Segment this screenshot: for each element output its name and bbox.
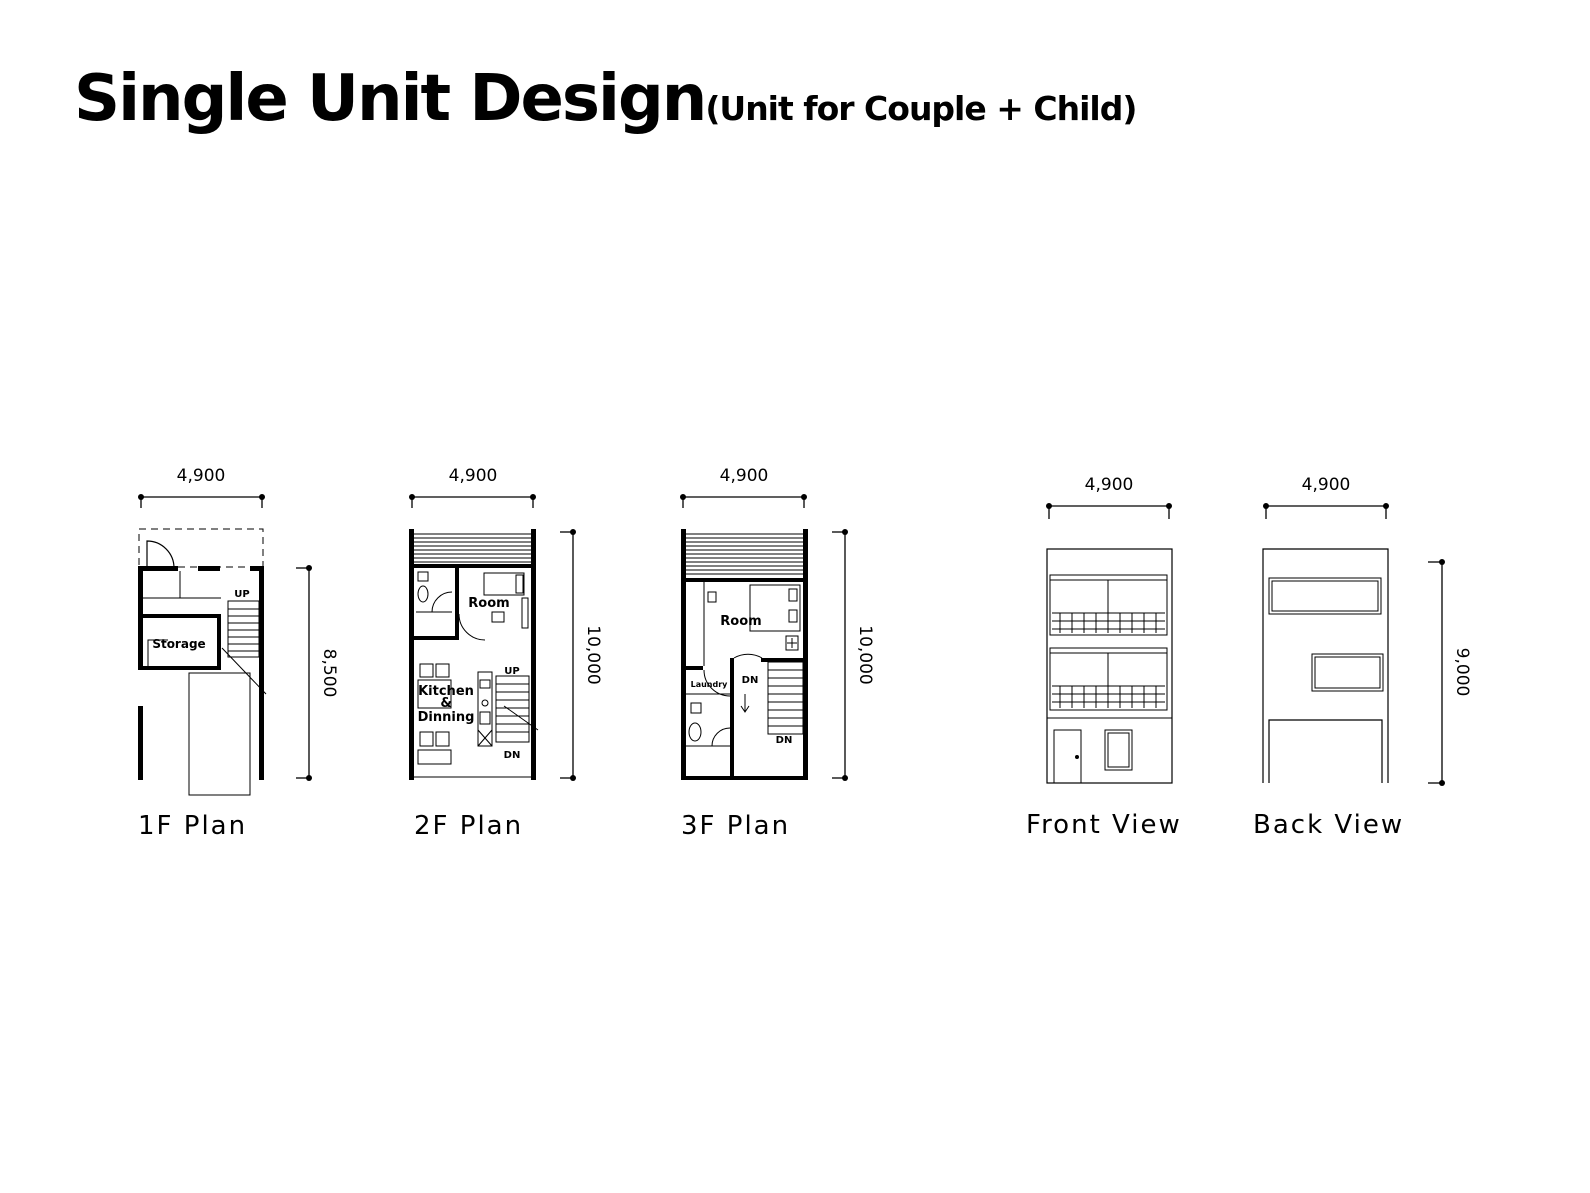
label-kitchen: Kitchen [418,684,474,699]
balcony-3f [686,533,803,575]
walls-1f [138,566,264,780]
balcony-2f [414,533,531,563]
room-furniture-3f [707,584,801,659]
title-main: Single Unit Design [74,62,707,136]
label-dn: DN [776,735,793,746]
dimension-label: 4,900 [449,466,498,486]
stair-3f [740,661,804,735]
label-up: UP [234,589,249,600]
bathroom-3f [686,669,731,747]
dimension-label: 10,000 [583,625,603,684]
label-kitchen-ampersand: & [440,696,451,711]
door-front [1053,729,1082,784]
bathroom-2f [416,571,453,613]
dimension-width-3f: 4,900 [680,466,807,508]
caption-1f-plan: 1F Plan [138,811,247,841]
label-laundry: Laundry [691,680,729,689]
window-upper-back [1268,577,1382,615]
front-view: 4,900 [1026,475,1182,840]
label-up: UP [504,666,519,677]
plan-1f: 4,900 8,500 Storage [138,466,339,841]
kitchen-counter-2f [477,671,493,747]
plan-2f: 4,900 10,000 [409,466,603,841]
parking-slab [188,672,251,796]
plan-3f: 4,900 10,000 [680,466,875,841]
window-upper-front [1049,574,1168,636]
caption-3f-plan: 3F Plan [681,811,790,841]
door-swing [146,540,175,569]
dimension-label: 8,500 [319,649,339,698]
walls-2f [409,529,536,780]
label-storage: Storage [152,637,205,651]
dimension-label: 4,900 [720,466,769,486]
dining-furniture-2f [417,663,452,765]
caption-2f-plan: 2F Plan [414,811,523,841]
caption-back-view: Back View [1253,810,1404,840]
title-subtitle: (Unit for Couple + Child) [705,89,1137,128]
page-title: Single Unit Design(Unit for Couple + Chi… [74,62,1137,136]
window-ground-front [1104,729,1133,771]
dimension-label: 4,900 [1302,475,1351,495]
facade-outline [1046,548,1173,784]
dimension-label: 4,900 [1085,475,1134,495]
label-room: Room [468,596,509,611]
back-view: 4,900 9,000 Back View [1253,475,1472,840]
window-lower-back [1311,653,1384,692]
window-lower-front [1049,647,1168,711]
dimension-width-2f: 4,900 [409,466,536,508]
dimension-label: 4,900 [177,466,226,486]
caption-front-view: Front View [1026,810,1182,840]
dimension-label: 10,000 [855,625,875,684]
dimension-width-back: 4,900 [1263,475,1389,519]
canopy-outline [138,528,264,568]
dimension-height-2f: 10,000 [560,529,603,781]
dimension-height-back: 9,000 [1428,559,1472,786]
dimension-height-1f: 8,500 [296,565,339,781]
stair-1f [221,600,267,695]
walls-3f [681,529,808,780]
dimension-height-3f: 10,000 [832,529,875,781]
dimension-width-front: 4,900 [1046,475,1172,519]
label-dn: DN [742,675,759,686]
label-dinning: Dinning [418,710,475,725]
label-dn: DN [504,750,521,761]
facade-outline-back [1262,548,1389,783]
stair-2f [495,675,539,743]
dimension-width-1f: 4,900 [138,466,265,508]
label-room: Room [720,614,761,629]
room-furniture-2f [458,572,529,641]
dimension-label: 9,000 [1452,648,1472,697]
